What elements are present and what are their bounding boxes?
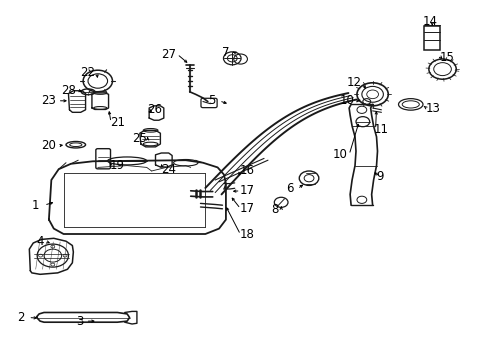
Bar xyxy=(424,26,439,50)
Text: 13: 13 xyxy=(425,102,439,114)
Text: 19: 19 xyxy=(110,159,125,172)
Text: 22: 22 xyxy=(80,66,95,78)
Text: 17: 17 xyxy=(239,184,254,197)
Text: 15: 15 xyxy=(439,51,454,64)
Text: 16: 16 xyxy=(239,165,254,177)
Text: 8: 8 xyxy=(271,203,278,216)
Text: 9: 9 xyxy=(376,170,383,183)
Text: 12: 12 xyxy=(346,76,361,89)
Text: 5: 5 xyxy=(207,94,215,107)
Text: 28: 28 xyxy=(61,84,76,96)
Text: 4: 4 xyxy=(37,235,44,248)
Text: 10: 10 xyxy=(339,94,354,107)
Text: 11: 11 xyxy=(373,123,388,136)
Text: 27: 27 xyxy=(161,48,176,60)
Text: 23: 23 xyxy=(41,94,56,107)
Text: 25: 25 xyxy=(132,132,146,145)
Text: 20: 20 xyxy=(41,139,56,152)
Text: 7: 7 xyxy=(222,46,229,59)
Text: 1: 1 xyxy=(32,199,39,212)
Text: 24: 24 xyxy=(161,163,176,176)
Text: 6: 6 xyxy=(285,183,293,195)
Text: 2: 2 xyxy=(17,311,24,324)
Text: 26: 26 xyxy=(146,103,162,116)
Text: 18: 18 xyxy=(239,228,254,241)
Text: 14: 14 xyxy=(422,15,437,28)
Text: 3: 3 xyxy=(76,315,83,328)
Text: 10: 10 xyxy=(332,148,346,161)
Text: 21: 21 xyxy=(110,116,125,129)
Text: 17: 17 xyxy=(239,202,254,215)
